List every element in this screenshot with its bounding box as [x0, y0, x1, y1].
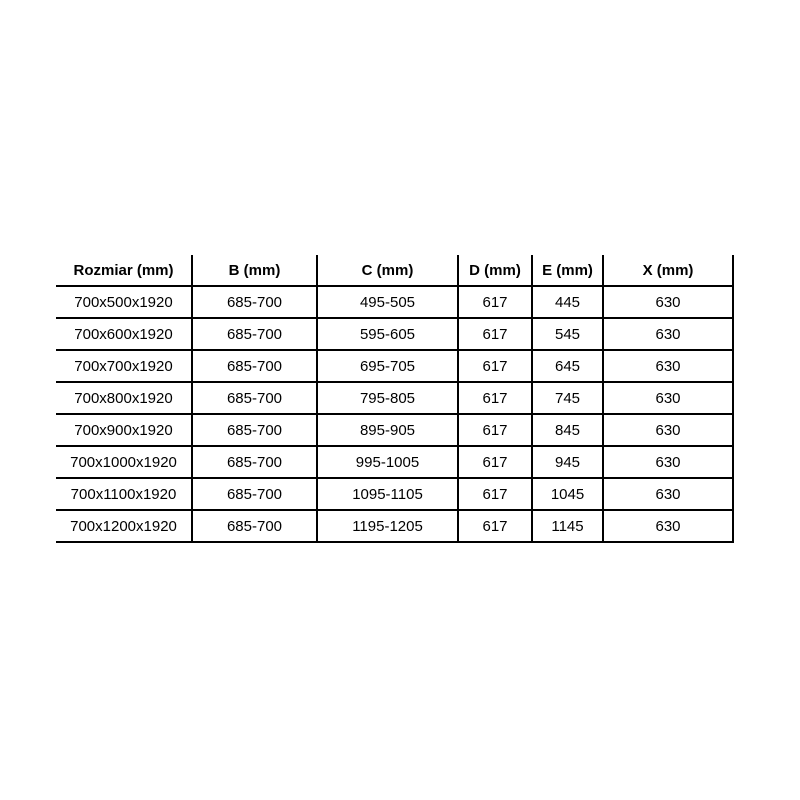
table-cell: 700x1000x1920	[56, 446, 193, 479]
table-cell: 617	[458, 382, 533, 415]
table-cell: 700x700x1920	[56, 350, 193, 383]
table-cell: 630	[603, 350, 734, 383]
table-cell: 685-700	[192, 414, 318, 447]
table-cell: 630	[603, 382, 734, 415]
table-row: 700x1200x1920 685-700 1195-1205 617 1145 630	[56, 510, 734, 543]
table-cell: 845	[532, 414, 604, 447]
table-cell: 700x900x1920	[56, 414, 193, 447]
table-row: 700x700x1920 685-700 695-705 617 645 630	[56, 350, 734, 383]
table-cell: 645	[532, 350, 604, 383]
table-cell: 630	[603, 318, 734, 351]
table-row: 700x800x1920 685-700 795-805 617 745 630	[56, 382, 734, 415]
table-cell: 895-905	[317, 414, 459, 447]
table-row: 700x1000x1920 685-700 995-1005 617 945 630	[56, 446, 734, 479]
size-spec-table-container: Rozmiar (mm) B (mm) C (mm) D (mm) E (mm) X (m…	[56, 255, 734, 543]
table-cell: 630	[603, 286, 734, 319]
table-header: Rozmiar (mm) B (mm) C (mm) D (mm) E (mm) X (m…	[56, 255, 734, 287]
table-cell: 945	[532, 446, 604, 479]
table-cell: 595-605	[317, 318, 459, 351]
table-cell: 1195-1205	[317, 510, 459, 543]
table-row: 700x900x1920 685-700 895-905 617 845 630	[56, 414, 734, 447]
table-cell: 700x600x1920	[56, 318, 193, 351]
table-cell: 1095-1105	[317, 478, 459, 511]
table-cell: 685-700	[192, 318, 318, 351]
table-cell: 685-700	[192, 286, 318, 319]
table-cell: 685-700	[192, 382, 318, 415]
table-cell: 617	[458, 350, 533, 383]
table-row: 700x1100x1920 685-700 1095-1105 617 1045 630	[56, 478, 734, 511]
table-cell: 495-505	[317, 286, 459, 319]
table-cell: 685-700	[192, 350, 318, 383]
table-cell: 617	[458, 510, 533, 543]
table-cell: 630	[603, 478, 734, 511]
table-cell: 617	[458, 414, 533, 447]
header-cell: C (mm)	[317, 255, 459, 287]
table-cell: 630	[603, 510, 734, 543]
table-cell: 630	[603, 414, 734, 447]
header-cell: Rozmiar (mm)	[56, 255, 193, 287]
header-cell: X (mm)	[603, 255, 734, 287]
table-cell: 745	[532, 382, 604, 415]
header-cell: B (mm)	[192, 255, 318, 287]
table-cell: 700x800x1920	[56, 382, 193, 415]
table-cell: 630	[603, 446, 734, 479]
table-cell: 685-700	[192, 446, 318, 479]
header-row: Rozmiar (mm) B (mm) C (mm) D (mm) E (mm) X (m…	[56, 255, 734, 287]
table-cell: 795-805	[317, 382, 459, 415]
table-cell: 617	[458, 318, 533, 351]
table-row: 700x600x1920 685-700 595-605 617 545 630	[56, 318, 734, 351]
table-cell: 700x500x1920	[56, 286, 193, 319]
table-cell: 995-1005	[317, 446, 459, 479]
table-cell: 445	[532, 286, 604, 319]
table-cell: 685-700	[192, 510, 318, 543]
table-cell: 617	[458, 446, 533, 479]
table-cell: 685-700	[192, 478, 318, 511]
table-cell: 1045	[532, 478, 604, 511]
table-cell: 695-705	[317, 350, 459, 383]
header-cell: D (mm)	[458, 255, 533, 287]
table-cell: 1145	[532, 510, 604, 543]
table-cell: 545	[532, 318, 604, 351]
table-cell: 617	[458, 286, 533, 319]
table-cell: 700x1100x1920	[56, 478, 193, 511]
size-spec-table: Rozmiar (mm) B (mm) C (mm) D (mm) E (mm) X (m…	[56, 255, 734, 543]
table-row: 700x500x1920 685-700 495-505 617 445 630	[56, 286, 734, 319]
table-cell: 617	[458, 478, 533, 511]
table-cell: 700x1200x1920	[56, 510, 193, 543]
header-cell: E (mm)	[532, 255, 604, 287]
table-body: 700x500x1920 685-700 495-505 617 445 630 700x6…	[56, 286, 734, 543]
